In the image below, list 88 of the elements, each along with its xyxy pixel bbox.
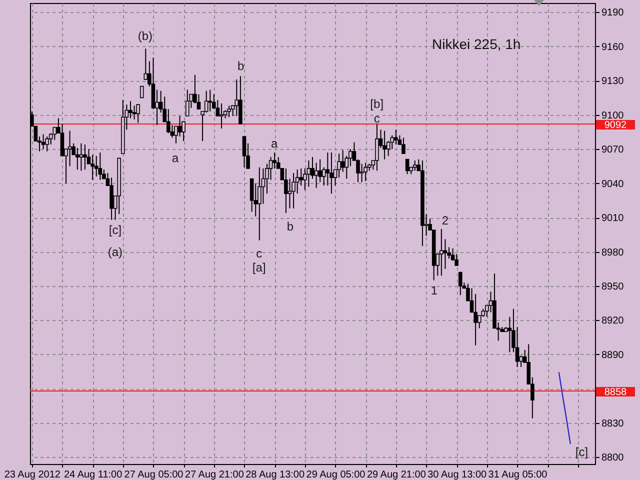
candlestick — [185, 89, 190, 116]
annotation: a — [172, 150, 179, 165]
candlestick — [45, 136, 49, 152]
candlestick — [68, 130, 72, 167]
annotation: [c] — [108, 222, 122, 237]
y-tick-label: 8800 — [602, 452, 624, 464]
y-tick-label: 8890 — [602, 350, 624, 361]
candlestick — [166, 108, 170, 134]
candlestick — [128, 100, 132, 119]
x-tick-label: 23 Aug 2012 — [4, 470, 61, 480]
annotation: 1 — [430, 284, 438, 298]
candlestick — [227, 105, 231, 118]
x-tick-label: 27 Aug 21:00 — [184, 470, 244, 480]
candlestick — [306, 160, 311, 188]
annotation: [a] — [252, 260, 266, 275]
candlestick — [337, 153, 341, 178]
y-tick-label: 9040 — [602, 178, 624, 190]
candlestick — [440, 228, 444, 276]
annotation: 2 — [442, 214, 449, 228]
text: Nikkei 225, 1h — [432, 36, 521, 52]
candlestick — [272, 152, 276, 169]
candlestick — [90, 154, 94, 180]
candlestick — [443, 238, 448, 270]
annotation: b — [237, 59, 244, 74]
candlestick — [402, 137, 406, 154]
line-series — [558, 372, 571, 444]
y-tick-label: 9160 — [602, 42, 624, 53]
annotation: a — [270, 136, 278, 150]
candlestick — [299, 168, 304, 186]
candlestick — [284, 168, 288, 214]
candlestick — [364, 162, 368, 182]
y-tick-label: 8950 — [602, 281, 624, 292]
x-tick-label: 24 Aug 11:00 — [64, 470, 123, 480]
candlestick — [405, 158, 410, 175]
annotation: [c] — [575, 445, 588, 460]
ref-line-label: 9092 — [604, 120, 628, 131]
x-tick-label: 31 Aug 05:00 — [488, 470, 548, 480]
y-tick-label: 9070 — [602, 144, 624, 156]
candlestick — [254, 182, 258, 217]
candlestick — [83, 144, 87, 170]
candlestick — [110, 177, 114, 220]
x-tick-label: 27 Aug 05:00 — [124, 470, 184, 480]
candlestick — [458, 272, 462, 296]
y-tick-label: 8980 — [602, 247, 624, 258]
y-tick-label: 8920 — [602, 316, 624, 327]
candlestick — [394, 129, 398, 145]
annotation: c — [256, 246, 262, 260]
annotation: (a) — [108, 244, 123, 259]
candlestick — [60, 123, 64, 156]
candlestick — [238, 76, 242, 124]
candlestick — [208, 89, 212, 112]
candlestick — [140, 86, 144, 98]
x-tick-label: 30 Aug 13:00 — [428, 470, 487, 480]
candlestick — [132, 105, 136, 120]
candlestick — [76, 147, 80, 170]
candlestick — [258, 166, 262, 241]
candlestick — [330, 152, 334, 194]
candlestick — [382, 130, 386, 160]
candlestick — [242, 136, 246, 168]
y-tick-label: 8830 — [602, 418, 624, 430]
x-tick-label: 28 Aug 13:00 — [246, 470, 305, 480]
candlestick — [204, 90, 208, 114]
annotation: (b) — [138, 29, 153, 44]
candlestick — [79, 142, 84, 172]
candlestick — [250, 178, 254, 212]
candlestick — [340, 150, 345, 172]
candlestick — [98, 152, 102, 180]
candlestick — [220, 102, 224, 130]
x-tick-label: 29 Aug 21:00 — [366, 470, 426, 480]
candlestick — [178, 115, 182, 138]
y-tick-label: 9130 — [602, 76, 624, 88]
annotation: b — [286, 220, 294, 234]
candlestick — [292, 172, 296, 209]
candlestick — [474, 293, 478, 346]
candlestick — [136, 104, 140, 124]
candlestick — [375, 123, 379, 172]
y-tick-label: 9010 — [602, 213, 624, 224]
annotation: c — [374, 111, 380, 126]
candlestick — [41, 134, 46, 150]
candlestick — [94, 155, 98, 177]
candlestick — [412, 160, 417, 172]
candlestick — [52, 126, 57, 140]
y-tick-label: 9100 — [602, 110, 624, 122]
x-tick-label: 29 Aug 05:00 — [306, 470, 366, 480]
ref-line-label: 8858 — [604, 386, 628, 398]
y-tick-label: 9190 — [602, 8, 624, 19]
annotation: [b] — [370, 97, 384, 112]
candlestick — [360, 163, 364, 183]
